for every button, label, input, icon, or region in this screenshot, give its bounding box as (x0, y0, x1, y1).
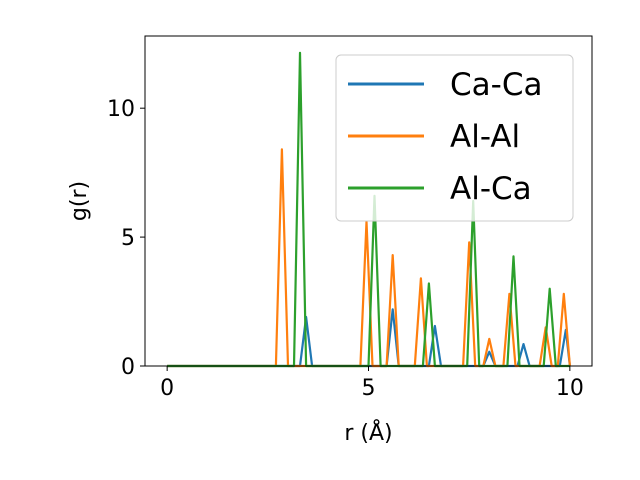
x-tick-label: 10 (556, 376, 584, 401)
legend-label-al-al: Al-Al (450, 119, 520, 155)
x-axis-label: r (Å) (344, 419, 392, 446)
series-line-al-al (167, 148, 571, 368)
y-tick-label: 0 (121, 355, 135, 380)
legend: Ca-Ca Al-Al Al-Ca (335, 54, 574, 222)
x-tick-label: 5 (362, 376, 376, 401)
legend-box (335, 54, 574, 222)
ticks-layer: 0 5 10 0 5 10 (107, 97, 584, 401)
legend-label-al-ca: Al-Ca (450, 171, 532, 207)
y-axis-label: g(r) (67, 181, 92, 221)
y-tick-label: 10 (107, 97, 135, 122)
y-tick-label: 5 (121, 226, 135, 251)
x-tick-label: 0 (160, 376, 174, 401)
legend-label-ca-ca: Ca-Ca (450, 67, 542, 103)
